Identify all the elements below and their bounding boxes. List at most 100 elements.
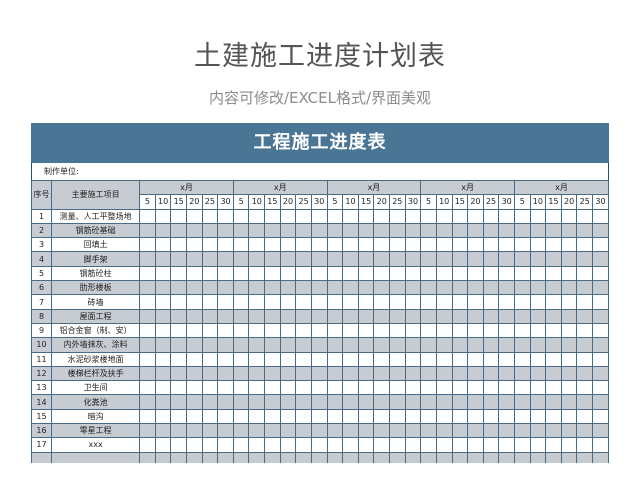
schedule-cell[interactable]	[279, 451, 297, 463]
schedule-cell[interactable]	[201, 394, 219, 410]
schedule-cell[interactable]	[420, 322, 437, 339]
schedule-cell[interactable]	[232, 322, 250, 339]
schedule-cell[interactable]	[467, 265, 484, 282]
schedule-cell[interactable]	[482, 237, 500, 253]
schedule-cell[interactable]	[529, 351, 547, 367]
schedule-cell[interactable]	[513, 308, 531, 324]
schedule-cell[interactable]	[232, 365, 250, 382]
schedule-cell[interactable]	[592, 423, 609, 439]
schedule-cell[interactable]	[373, 365, 391, 382]
schedule-cell[interactable]	[576, 294, 594, 310]
schedule-cell[interactable]	[186, 394, 203, 410]
schedule-cell[interactable]	[201, 251, 219, 267]
schedule-cell[interactable]	[498, 437, 515, 453]
schedule-cell[interactable]	[279, 265, 297, 282]
schedule-cell[interactable]	[248, 322, 266, 339]
schedule-cell[interactable]	[576, 423, 594, 439]
schedule-cell[interactable]	[279, 408, 297, 425]
schedule-cell[interactable]	[592, 394, 609, 410]
schedule-cell[interactable]	[326, 423, 344, 439]
schedule-cell[interactable]	[420, 351, 437, 367]
schedule-cell[interactable]	[139, 237, 156, 253]
schedule-cell[interactable]	[498, 222, 515, 239]
schedule-cell[interactable]	[217, 351, 234, 367]
schedule-cell[interactable]	[357, 394, 375, 410]
schedule-cell[interactable]	[357, 208, 375, 224]
schedule-cell[interactable]	[576, 351, 594, 367]
schedule-cell[interactable]	[545, 222, 562, 239]
schedule-cell[interactable]	[357, 265, 375, 282]
schedule-cell[interactable]	[482, 380, 500, 396]
schedule-cell[interactable]	[498, 408, 515, 425]
schedule-cell[interactable]	[560, 294, 578, 310]
schedule-cell[interactable]	[310, 265, 328, 282]
schedule-cell[interactable]	[560, 251, 578, 267]
schedule-cell[interactable]	[373, 451, 391, 463]
schedule-cell[interactable]	[592, 365, 609, 382]
schedule-cell[interactable]	[201, 351, 219, 367]
schedule-cell[interactable]	[248, 251, 266, 267]
schedule-cell[interactable]	[529, 208, 547, 224]
schedule-cell[interactable]	[357, 294, 375, 310]
schedule-cell[interactable]	[451, 351, 469, 367]
schedule-cell[interactable]	[576, 380, 594, 396]
schedule-cell[interactable]	[186, 265, 203, 282]
schedule-cell[interactable]	[326, 408, 344, 425]
schedule-cell[interactable]	[592, 294, 609, 310]
schedule-cell[interactable]	[154, 408, 172, 425]
schedule-cell[interactable]	[482, 423, 500, 439]
schedule-cell[interactable]	[170, 251, 187, 267]
schedule-cell[interactable]	[435, 280, 453, 296]
schedule-cell[interactable]	[482, 437, 500, 453]
schedule-cell[interactable]	[560, 308, 578, 324]
schedule-cell[interactable]	[498, 394, 515, 410]
schedule-cell[interactable]	[545, 408, 562, 425]
schedule-cell[interactable]	[435, 308, 453, 324]
schedule-cell[interactable]	[435, 265, 453, 282]
schedule-cell[interactable]	[326, 337, 344, 353]
schedule-cell[interactable]	[217, 451, 234, 463]
schedule-cell[interactable]	[139, 322, 156, 339]
schedule-cell[interactable]	[435, 351, 453, 367]
schedule-cell[interactable]	[373, 423, 391, 439]
schedule-cell[interactable]	[139, 280, 156, 296]
schedule-cell[interactable]	[389, 265, 406, 282]
schedule-cell[interactable]	[248, 208, 266, 224]
schedule-cell[interactable]	[310, 280, 328, 296]
schedule-cell[interactable]	[279, 280, 297, 296]
schedule-cell[interactable]	[264, 294, 281, 310]
schedule-cell[interactable]	[498, 237, 515, 253]
schedule-cell[interactable]	[139, 365, 156, 382]
schedule-cell[interactable]	[529, 322, 547, 339]
schedule-cell[interactable]	[248, 437, 266, 453]
schedule-cell[interactable]	[154, 423, 172, 439]
schedule-cell[interactable]	[310, 394, 328, 410]
schedule-cell[interactable]	[154, 437, 172, 453]
schedule-cell[interactable]	[373, 380, 391, 396]
schedule-cell[interactable]	[232, 208, 250, 224]
schedule-cell[interactable]	[248, 365, 266, 382]
schedule-cell[interactable]	[545, 294, 562, 310]
schedule-cell[interactable]	[576, 308, 594, 324]
schedule-cell[interactable]	[186, 322, 203, 339]
schedule-cell[interactable]	[264, 222, 281, 239]
schedule-cell[interactable]	[139, 337, 156, 353]
schedule-cell[interactable]	[389, 337, 406, 353]
schedule-cell[interactable]	[139, 208, 156, 224]
schedule-cell[interactable]	[545, 208, 562, 224]
schedule-cell[interactable]	[357, 322, 375, 339]
schedule-cell[interactable]	[357, 423, 375, 439]
schedule-cell[interactable]	[279, 308, 297, 324]
schedule-cell[interactable]	[513, 365, 531, 382]
schedule-cell[interactable]	[217, 423, 234, 439]
schedule-cell[interactable]	[404, 423, 422, 439]
schedule-cell[interactable]	[451, 265, 469, 282]
schedule-cell[interactable]	[154, 237, 172, 253]
schedule-cell[interactable]	[154, 322, 172, 339]
schedule-cell[interactable]	[435, 423, 453, 439]
schedule-cell[interactable]	[467, 337, 484, 353]
schedule-cell[interactable]	[232, 222, 250, 239]
schedule-cell[interactable]	[435, 451, 453, 463]
schedule-cell[interactable]	[482, 408, 500, 425]
schedule-cell[interactable]	[451, 322, 469, 339]
